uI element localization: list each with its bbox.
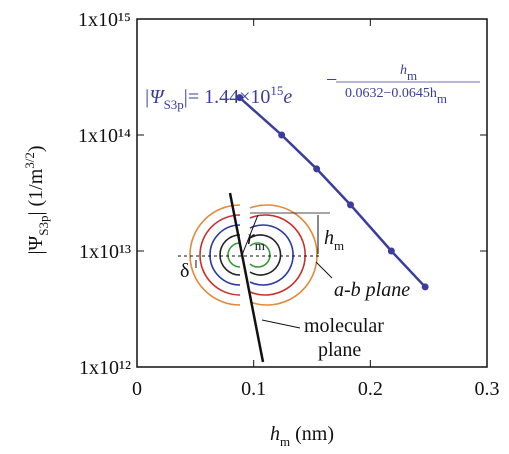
data-point <box>236 94 244 102</box>
plot-frame <box>136 18 488 368</box>
inset-r-label-part: m <box>255 238 265 253</box>
formula-part: S3p <box>164 97 184 112</box>
data-point <box>278 131 286 139</box>
formula-part: 15 <box>270 83 283 98</box>
y-axis-label-part: |Ψ <box>25 236 47 255</box>
inset-diagram <box>178 192 333 363</box>
formula-numerator: hm <box>400 63 417 83</box>
formula-denominator: 0.0632−0.0645hm <box>345 86 447 106</box>
y-tick-label: 1x10¹⁵ <box>78 9 131 31</box>
y-axis-label: |ΨS3p| (1/m3/2) <box>22 145 51 254</box>
formula-part: |Ψ <box>144 86 165 108</box>
formula-denominator-part: m <box>437 91 447 106</box>
formula-numerator-part: m <box>407 68 417 83</box>
data-point <box>421 283 429 291</box>
formula-part: e <box>283 86 292 108</box>
y-axis-label-part: ) <box>25 145 47 152</box>
x-axis-label-part: h <box>270 423 280 445</box>
x-tick-label: 0 <box>132 378 142 400</box>
y-axis-label-part: 3/2 <box>22 152 37 169</box>
formula-part: = 1.44×10 <box>188 86 271 108</box>
x-tick-label: 0.1 <box>241 378 266 400</box>
formula-part: | <box>184 86 188 108</box>
inset-h-label-part: m <box>334 238 344 253</box>
formula-denominator-part: 0.0632−0.0645h <box>345 86 437 101</box>
y-axis-label-part: S3p <box>36 216 51 236</box>
data-line <box>238 96 427 288</box>
data-point <box>347 201 354 209</box>
x-axis-label: hm (nm) <box>270 423 334 449</box>
inset-molecular-plane: molecular <box>304 315 384 337</box>
x-tick-label: 0.2 <box>358 378 383 400</box>
x-tick-label: 0.3 <box>475 378 500 400</box>
x-axis-label-part: (nm) <box>290 423 334 445</box>
inset-molecular-plane: plane <box>318 339 361 361</box>
inset-h-label-part: h <box>324 227 334 249</box>
y-axis-label-part: | (1/m <box>25 168 47 215</box>
formula-sign: − <box>326 69 337 91</box>
y-tick-label: 1x10¹³ <box>79 241 131 263</box>
data-point <box>313 165 321 173</box>
inset-r-label-part: r <box>247 227 255 249</box>
inset-r-label: rm <box>247 227 265 253</box>
formula-numerator-part: h <box>400 63 407 78</box>
y-tick-label: 1x10¹⁴ <box>78 125 131 147</box>
inset-delta: δ <box>180 260 189 282</box>
inset-h-label: hm <box>324 227 344 253</box>
x-axis-label-part: m <box>280 434 290 449</box>
y-tick-label: 1x10¹² <box>79 357 131 379</box>
data-point <box>387 247 395 255</box>
formula: |ΨS3p|= 1.44×1015e <box>144 83 292 112</box>
inset-ab-plane: a-b plane <box>334 279 410 301</box>
